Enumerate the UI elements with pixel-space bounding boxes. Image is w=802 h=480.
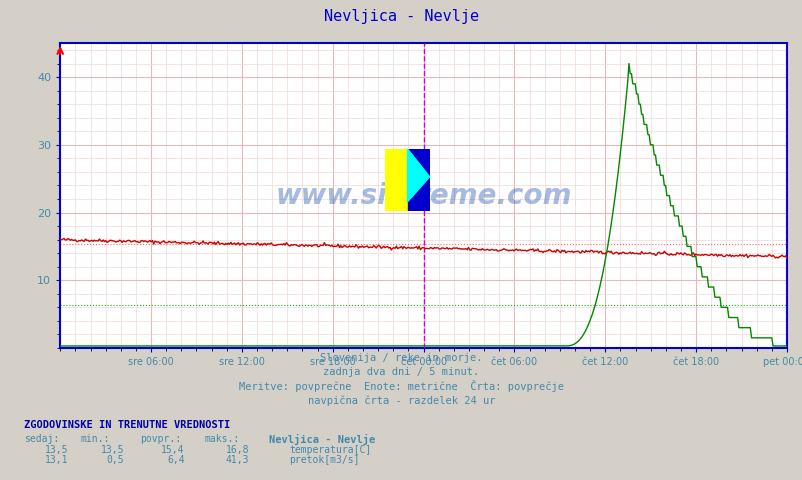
- Text: temperatura[C]: temperatura[C]: [289, 445, 371, 455]
- Text: 0,5: 0,5: [107, 456, 124, 465]
- Text: ZGODOVINSKE IN TRENUTNE VREDNOSTI: ZGODOVINSKE IN TRENUTNE VREDNOSTI: [24, 420, 230, 430]
- Text: 13,5: 13,5: [101, 445, 124, 455]
- Text: maks.:: maks.:: [205, 434, 240, 444]
- Text: 16,8: 16,8: [225, 445, 249, 455]
- Bar: [385, 149, 407, 211]
- Text: min.:: min.:: [80, 434, 110, 444]
- Polygon shape: [407, 149, 429, 202]
- Text: navpična črta - razdelek 24 ur: navpična črta - razdelek 24 ur: [307, 396, 495, 406]
- Text: povpr.:: povpr.:: [140, 434, 181, 444]
- Text: 13,1: 13,1: [45, 456, 68, 465]
- Text: Meritve: povprečne  Enote: metrične  Črta: povprečje: Meritve: povprečne Enote: metrične Črta:…: [239, 380, 563, 393]
- Text: zadnja dva dni / 5 minut.: zadnja dva dni / 5 minut.: [323, 367, 479, 377]
- Text: pretok[m3/s]: pretok[m3/s]: [289, 456, 359, 465]
- Text: 15,4: 15,4: [161, 445, 184, 455]
- Text: 6,4: 6,4: [167, 456, 184, 465]
- Text: 13,5: 13,5: [45, 445, 68, 455]
- Text: Slovenija / reke in morje.: Slovenija / reke in morje.: [320, 353, 482, 362]
- Text: sedaj:: sedaj:: [24, 434, 59, 444]
- Text: Nevljica - Nevlje: Nevljica - Nevlje: [269, 434, 375, 444]
- Text: 41,3: 41,3: [225, 456, 249, 465]
- Bar: [407, 149, 429, 211]
- Text: www.si-vreme.com: www.si-vreme.com: [275, 181, 571, 210]
- Text: Nevljica - Nevlje: Nevljica - Nevlje: [323, 9, 479, 24]
